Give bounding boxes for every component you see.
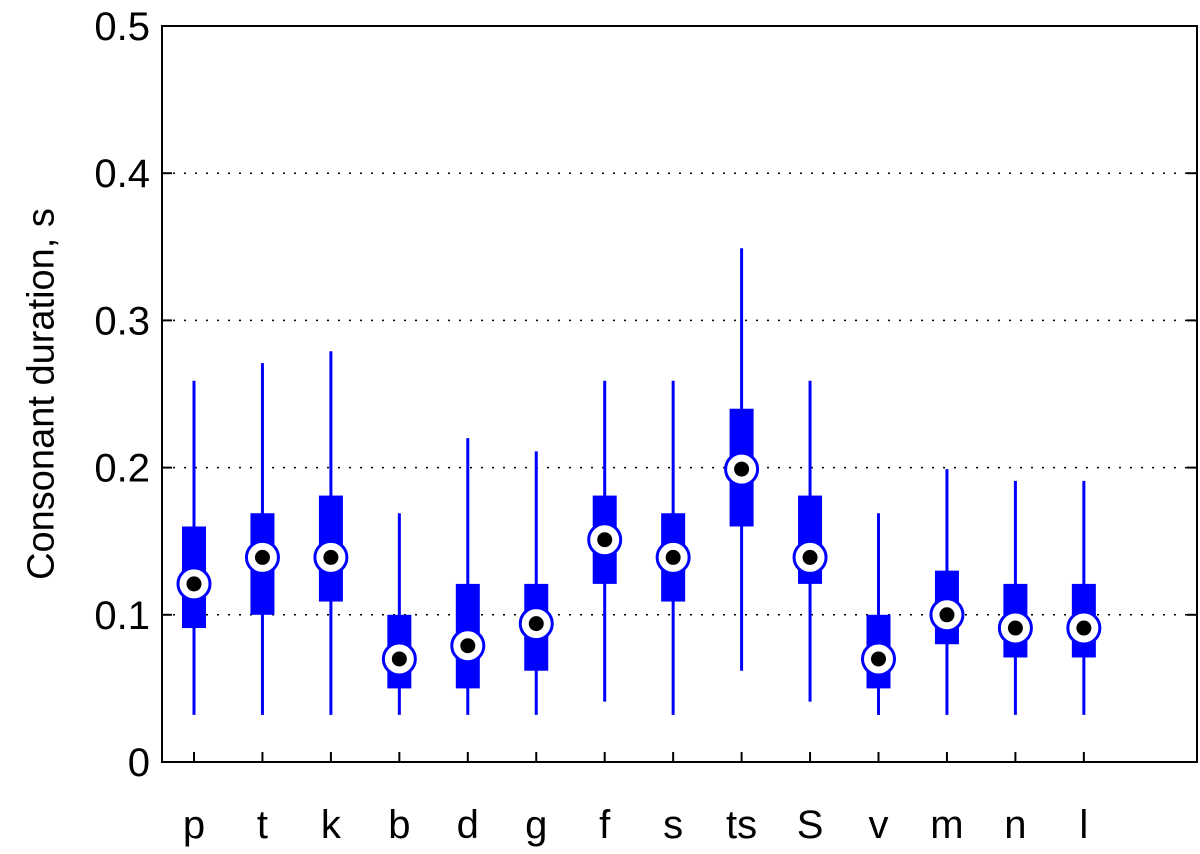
box-t	[244, 363, 280, 715]
x-tick-label: d	[457, 803, 479, 847]
y-tick-label: 0	[128, 741, 150, 785]
x-tick-label: v	[869, 803, 889, 847]
box-d	[450, 438, 486, 715]
box-ts	[724, 248, 760, 671]
x-tick-label: s	[663, 803, 683, 847]
median-dot	[460, 638, 476, 654]
box-l	[1066, 480, 1102, 715]
median-dot	[323, 549, 339, 565]
box-m	[929, 469, 965, 715]
median-dot	[1007, 620, 1023, 636]
box-S	[792, 380, 828, 702]
x-tick-label: l	[1079, 803, 1088, 847]
median-dot	[1076, 620, 1092, 636]
median-dot	[871, 651, 886, 667]
grid-lines	[162, 172, 1197, 616]
y-tick-label: 0.3	[94, 299, 150, 343]
median-dot	[186, 576, 202, 592]
x-tick-label: ts	[726, 803, 757, 847]
y-tick-label: 0.4	[94, 152, 150, 196]
box-b	[381, 513, 417, 715]
box-f	[587, 380, 623, 702]
y-axis-label: Consonant duration, s	[20, 208, 62, 580]
median-dot	[597, 532, 613, 548]
box-p	[176, 380, 212, 715]
median-dot	[939, 607, 955, 623]
box-v	[861, 513, 896, 715]
median-dot	[665, 549, 681, 565]
x-tick-label: n	[1004, 803, 1026, 847]
x-tick-label: p	[183, 803, 205, 847]
median-dot	[391, 651, 407, 667]
x-tick-label: f	[599, 803, 611, 847]
x-tick-label: t	[257, 803, 268, 847]
median-dot	[802, 549, 818, 565]
median-dot	[734, 461, 750, 477]
x-tick-label: m	[930, 803, 963, 847]
x-tick-label: k	[321, 803, 342, 847]
box-n	[997, 480, 1033, 715]
box-series	[176, 248, 1102, 715]
y-tick-label: 0.1	[94, 594, 150, 638]
x-tick-label: g	[525, 803, 547, 847]
median-dot	[528, 616, 544, 632]
box-k	[313, 351, 349, 715]
plot-frame	[161, 25, 1198, 763]
box-g	[518, 451, 554, 715]
x-tick-label: S	[797, 803, 824, 847]
median-dot	[254, 549, 270, 565]
box-s	[655, 380, 691, 715]
y-tick-label: 0.5	[94, 5, 150, 49]
y-tick-label: 0.2	[94, 447, 150, 491]
x-tick-label: b	[388, 803, 410, 847]
